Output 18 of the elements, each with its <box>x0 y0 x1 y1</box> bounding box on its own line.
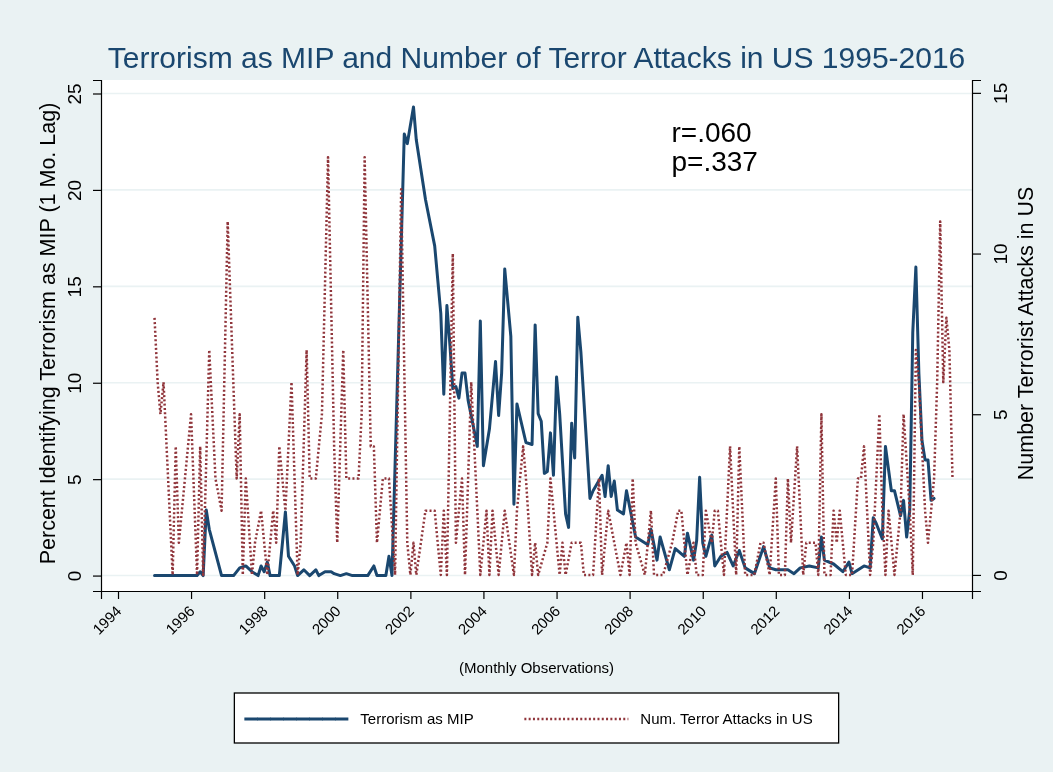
y2-axis-title: Number Terrorist Attacks in US <box>1014 186 1038 481</box>
y-tick-label: 5 <box>64 474 85 485</box>
y-tick-label: 25 <box>64 83 85 105</box>
y-tick-label: 20 <box>64 179 85 201</box>
y-tick-label: 15 <box>64 276 85 298</box>
x-axis-title: (Monthly Observations) <box>458 659 615 676</box>
chart-title: Terrorism as MIP and Number of Terror Attacks in US 1995-2016 <box>107 41 966 74</box>
legend-label: Terrorism as MIP <box>360 710 474 727</box>
annotation: p=.337 <box>671 146 758 177</box>
y2-tick-label: 5 <box>990 409 1011 421</box>
y-axis-title: Percent Identifying Terrorism as MIP (1 Mo. Lag) <box>36 102 60 565</box>
y2-tick-label: 10 <box>990 243 1011 265</box>
y2-tick-label: 0 <box>990 570 1011 581</box>
y-tick-label: 0 <box>64 570 85 582</box>
y-tick-label: 10 <box>64 372 85 394</box>
legend-label: Num. Terror Attacks in US <box>640 710 813 727</box>
y2-tick-label: 15 <box>990 82 1011 104</box>
annotation: r=.060 <box>671 117 752 148</box>
